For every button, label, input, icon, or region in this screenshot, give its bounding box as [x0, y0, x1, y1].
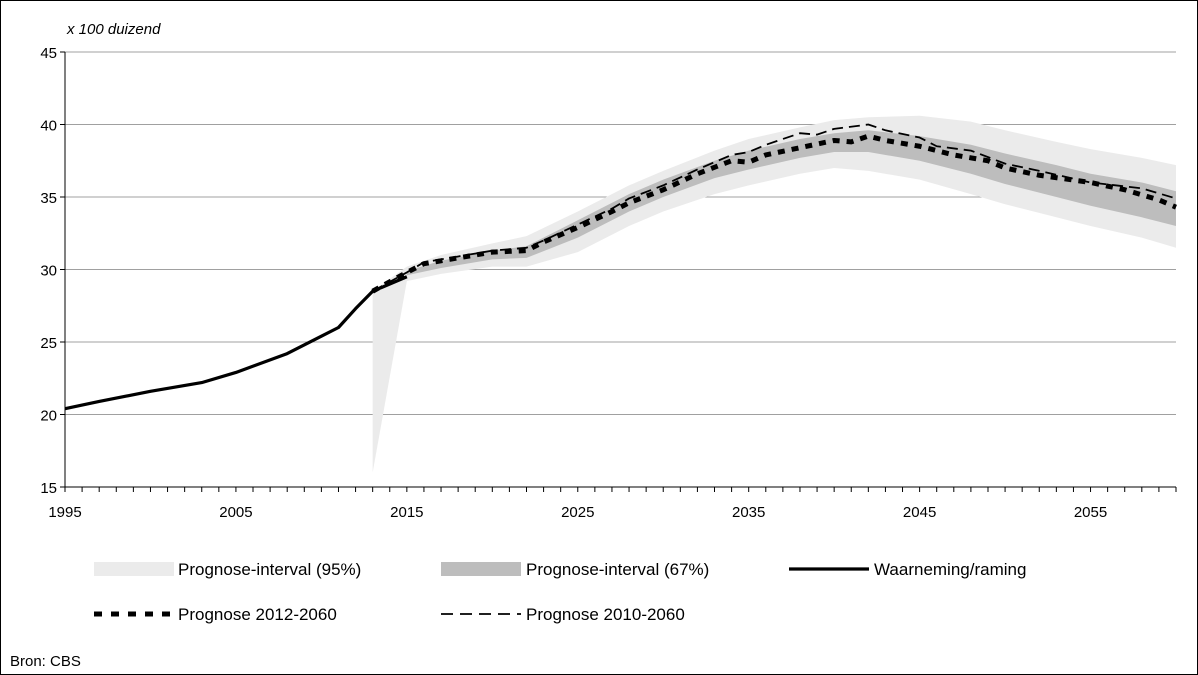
legend-swatch-band95: [94, 562, 174, 576]
y-tick-label: 25: [40, 335, 57, 352]
y-tick-label: 20: [40, 408, 57, 425]
x-tick-label: 2005: [219, 504, 252, 521]
band-67: [406, 130, 1176, 276]
legend-label: Prognose-interval (95%): [178, 560, 361, 579]
y-tick-label: 30: [40, 263, 57, 280]
series-prognose-2012-2060: [371, 133, 1177, 294]
series-prognose-2010-2060: [372, 123, 1177, 293]
series-lines: [64, 123, 1177, 411]
x-tick-label: 2015: [390, 504, 423, 521]
legend-label: Prognose 2012-2060: [178, 605, 337, 624]
unit-label: x 100 duizend: [66, 21, 161, 38]
x-tick-label: 2035: [732, 504, 765, 521]
y-tick-label: 15: [40, 480, 57, 497]
legend-swatch-band67: [441, 562, 521, 576]
band-95: [372, 115, 1177, 473]
x-tick-label: 1995: [48, 504, 81, 521]
source-note: Bron: CBS: [10, 653, 81, 670]
series-waarneming-raming: [64, 275, 408, 411]
x-tick-label: 2055: [1074, 504, 1107, 521]
legend: Prognose-interval (95%) Prognose-interval…: [94, 560, 1026, 624]
gridlines: [65, 51, 1176, 415]
legend-label: Waarneming/raming: [874, 560, 1026, 579]
y-tick-label: 35: [40, 190, 57, 207]
y-tick-label: 45: [40, 45, 57, 62]
y-tick-label: 40: [40, 118, 57, 135]
legend-label: Prognose-interval (67%): [526, 560, 709, 579]
x-tick-label: 2045: [903, 504, 936, 521]
prognosis-bands: [372, 115, 1177, 473]
legend-label: Prognose 2010-2060: [526, 605, 685, 624]
x-tick-label: 2025: [561, 504, 594, 521]
